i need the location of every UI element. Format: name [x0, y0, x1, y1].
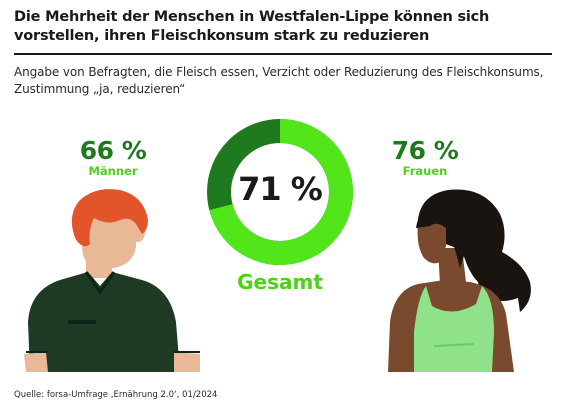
women-group-label: Frauen: [402, 164, 448, 178]
donut-center-value: 71 %: [238, 170, 323, 208]
donut-chart: 71 %: [206, 118, 354, 266]
man-shirt: [28, 272, 180, 372]
man-left-arm: [24, 352, 48, 372]
gesamt-label: Gesamt: [237, 270, 323, 294]
woman-hair-front: [416, 197, 480, 268]
man-right-arm: [174, 352, 200, 372]
man-pocket: [68, 320, 96, 324]
women-value-label: 76 %: [391, 136, 459, 165]
woman-top: [414, 286, 494, 372]
woman-illustration: [388, 189, 531, 372]
donut-gesamt-arc: [209, 119, 353, 265]
source-note: Quelle: forsa-Umfrage ‚Ernährung 2.0‘, 0…: [14, 390, 218, 400]
men-value-label: 66 %: [79, 136, 147, 165]
man-collar: [84, 271, 116, 295]
woman-top-shading: [433, 343, 475, 347]
men-group-label: Männer: [88, 164, 138, 178]
chart-subtitle: Angabe von Befragten, die Fleisch essen,…: [14, 65, 544, 96]
title-divider: [14, 53, 552, 55]
donut-svg: [207, 119, 353, 265]
man-hair: [71, 189, 148, 247]
chart-title: Die Mehrheit der Menschen in Westfalen-L…: [14, 9, 490, 44]
man-illustration: [24, 189, 200, 372]
man-face: [82, 214, 136, 268]
